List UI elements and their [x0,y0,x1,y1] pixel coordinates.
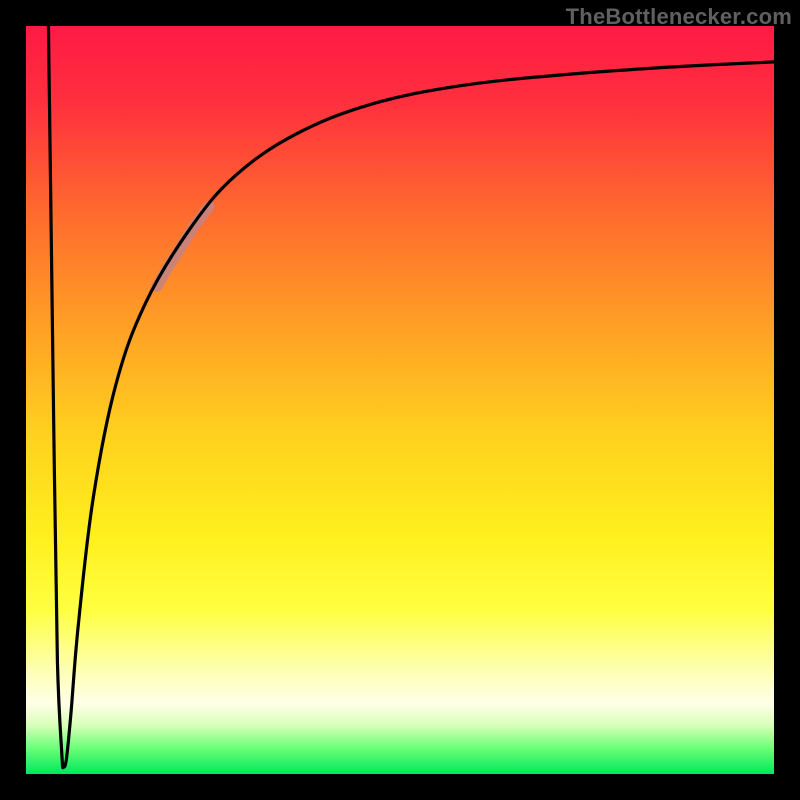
chart-container: TheBottlenecker.com [0,0,800,800]
watermark-text: TheBottlenecker.com [566,4,792,30]
plot-svg [0,0,800,800]
plot-area [26,26,774,774]
